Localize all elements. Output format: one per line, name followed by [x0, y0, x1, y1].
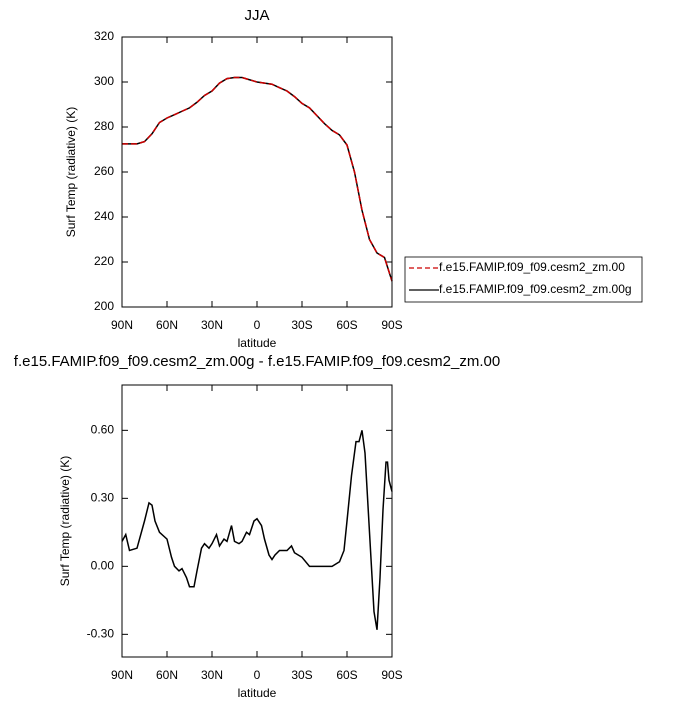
- y-tick-label: 0.60: [91, 423, 115, 437]
- y-tick-label: -0.30: [87, 627, 115, 641]
- x-tick-label: 90N: [111, 668, 133, 682]
- y-tick-label: 0.00: [91, 559, 115, 573]
- x-tick-label: 30S: [291, 318, 312, 332]
- data-line: [121, 430, 393, 630]
- x-tick-label: 90S: [381, 668, 402, 682]
- x-tick-label: 30N: [201, 318, 223, 332]
- data-line: [122, 76, 393, 282]
- x-tick-label: 90N: [111, 318, 133, 332]
- chart-title: f.e15.FAMIP.f09_f09.cesm2_zm.00g - f.e15…: [14, 353, 500, 370]
- y-axis-label: Surf Temp (radiative) (K): [64, 107, 78, 237]
- data-line: [122, 76, 393, 282]
- x-axis-label: latitude: [238, 336, 277, 350]
- y-tick-label: 220: [94, 254, 114, 268]
- y-axis-label: Surf Temp (radiative) (K): [58, 456, 72, 586]
- legend-box: [404, 256, 643, 303]
- y-tick-label: 320: [94, 29, 114, 43]
- x-tick-label: 90S: [381, 318, 402, 332]
- x-tick-label: 60S: [336, 668, 357, 682]
- plot-frame: [121, 36, 393, 308]
- x-tick-label: 30S: [291, 668, 312, 682]
- x-tick-label: 60N: [156, 318, 178, 332]
- plot-frame: [121, 384, 393, 658]
- x-tick-label: 60S: [336, 318, 357, 332]
- legend-label: f.e15.FAMIP.f09_f09.cesm2_zm.00: [439, 260, 625, 274]
- y-tick-label: 0.30: [91, 491, 115, 505]
- x-tick-label: 0: [254, 318, 261, 332]
- y-tick-label: 260: [94, 164, 114, 178]
- x-axis-label: latitude: [238, 686, 277, 700]
- y-tick-label: 240: [94, 209, 114, 223]
- x-tick-label: 30N: [201, 668, 223, 682]
- chart-title: JJA: [244, 7, 269, 24]
- x-tick-label: 0: [254, 668, 261, 682]
- x-tick-label: 60N: [156, 668, 178, 682]
- legend-label: f.e15.FAMIP.f09_f09.cesm2_zm.00g: [439, 282, 632, 296]
- y-tick-label: 300: [94, 74, 114, 88]
- y-tick-label: 280: [94, 119, 114, 133]
- y-tick-label: 200: [94, 299, 114, 313]
